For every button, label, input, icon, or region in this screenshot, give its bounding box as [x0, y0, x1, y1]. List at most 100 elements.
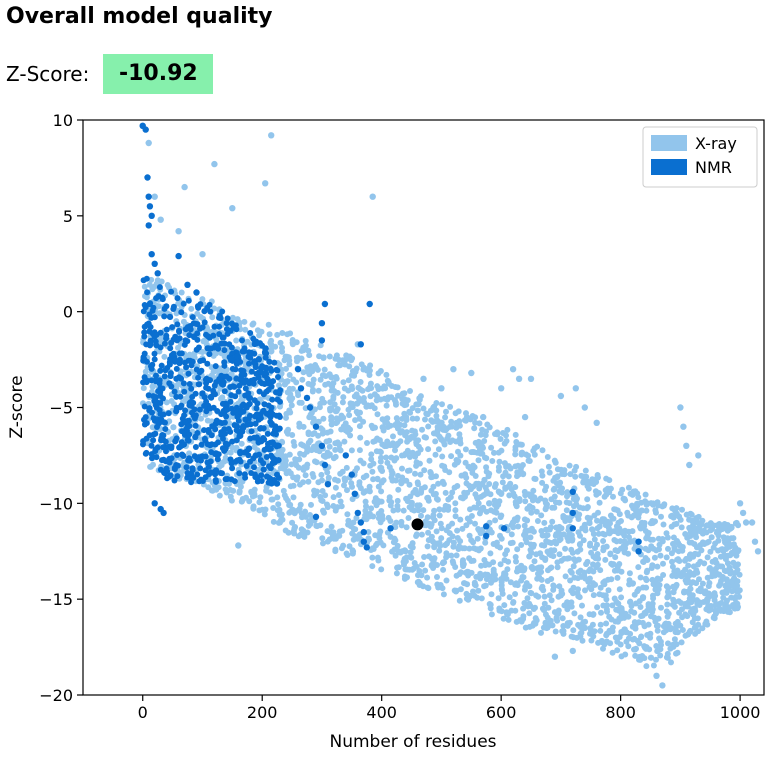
data-point	[673, 583, 679, 590]
data-point	[383, 402, 390, 409]
data-point	[527, 375, 535, 382]
data-point	[379, 424, 386, 431]
data-point	[734, 578, 741, 585]
data-point	[170, 306, 177, 312]
data-point	[287, 483, 294, 490]
data-point	[466, 545, 473, 552]
data-point	[332, 453, 339, 460]
data-point	[170, 350, 177, 357]
data-point	[348, 447, 355, 454]
data-point	[324, 528, 331, 535]
data-point	[233, 337, 240, 344]
data-point	[432, 490, 439, 497]
data-point	[570, 634, 577, 641]
data-point	[315, 479, 322, 486]
data-point	[527, 534, 534, 541]
data-point	[251, 486, 258, 493]
data-point	[575, 556, 582, 563]
data-point	[393, 401, 399, 408]
data-point	[519, 462, 526, 468]
data-point	[152, 394, 159, 401]
data-point	[550, 586, 557, 593]
data-point	[456, 418, 463, 425]
data-point	[574, 575, 581, 582]
data-point	[680, 423, 687, 430]
data-point	[239, 337, 245, 344]
data-point	[236, 489, 243, 496]
data-point	[183, 425, 190, 432]
data-point	[643, 663, 650, 670]
data-point	[498, 535, 505, 542]
data-point	[168, 398, 175, 404]
data-point	[324, 538, 331, 545]
data-point	[248, 377, 255, 384]
data-point	[678, 524, 685, 531]
data-point	[407, 543, 414, 550]
data-point	[363, 516, 370, 523]
data-point	[262, 349, 268, 356]
data-point	[594, 554, 601, 561]
data-point	[171, 388, 178, 395]
data-point	[388, 394, 395, 401]
data-point	[314, 366, 321, 373]
data-point	[142, 368, 149, 375]
data-point	[286, 357, 293, 364]
data-point	[143, 435, 150, 442]
data-point	[667, 626, 674, 633]
axes-layer: 0 200 400 600 800 1000 10 5 0 −5 −10 −15 −20	[39, 111, 760, 722]
data-point	[386, 494, 393, 501]
data-point	[320, 507, 326, 514]
data-point	[339, 357, 346, 364]
data-point	[180, 453, 187, 459]
data-point	[286, 451, 293, 458]
data-point	[368, 451, 375, 458]
data-point	[324, 481, 332, 488]
data-point	[156, 310, 163, 317]
data-point	[726, 609, 733, 616]
data-point	[608, 560, 615, 567]
data-point	[224, 330, 231, 337]
data-point	[204, 325, 211, 332]
data-point	[644, 632, 651, 638]
data-point	[618, 607, 625, 614]
zscore-value-badge: -10.92	[103, 54, 214, 94]
data-point	[192, 444, 199, 450]
data-point	[255, 374, 262, 381]
data-point	[578, 472, 585, 479]
data-point	[705, 603, 712, 610]
data-point	[479, 426, 486, 433]
data-point	[521, 413, 529, 421]
data-point	[148, 212, 155, 219]
data-point	[541, 519, 548, 526]
data-point	[415, 443, 422, 450]
data-point	[245, 390, 252, 397]
data-point	[274, 494, 281, 501]
data-point	[735, 588, 742, 595]
data-point	[360, 395, 367, 401]
data-point	[634, 490, 641, 497]
data-point	[239, 371, 246, 378]
data-point	[453, 438, 460, 445]
data-point	[483, 490, 490, 497]
data-point	[157, 393, 164, 399]
y-tick-label: −15	[39, 590, 73, 609]
data-point	[650, 592, 656, 599]
data-point	[494, 431, 501, 438]
data-point	[309, 380, 316, 387]
data-point	[198, 415, 204, 422]
data-point	[472, 473, 479, 479]
data-point	[153, 342, 160, 349]
data-point	[194, 471, 201, 478]
data-point	[208, 394, 215, 401]
data-point	[394, 502, 401, 509]
data-point	[699, 625, 706, 632]
data-point	[153, 454, 160, 461]
data-point	[431, 555, 438, 562]
data-point	[551, 485, 558, 492]
data-point	[161, 353, 168, 360]
data-point	[731, 570, 738, 576]
data-point	[547, 524, 554, 531]
data-point	[603, 606, 610, 613]
data-point	[597, 621, 604, 628]
data-point	[534, 565, 541, 572]
